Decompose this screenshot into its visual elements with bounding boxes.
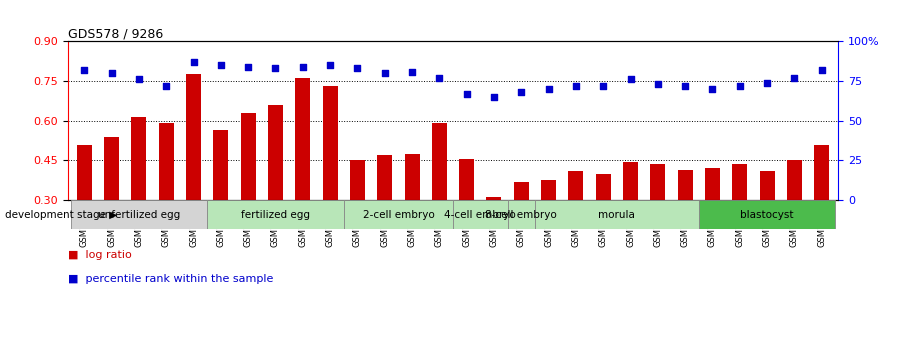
Bar <box>595 174 611 200</box>
Bar <box>507 200 535 229</box>
Bar <box>432 124 447 200</box>
Bar <box>535 200 699 229</box>
Bar <box>541 180 556 200</box>
Bar <box>453 200 507 229</box>
Bar <box>651 164 665 200</box>
Point <box>351 66 365 71</box>
Point <box>378 70 392 76</box>
Bar <box>568 171 583 200</box>
Bar <box>459 159 474 200</box>
Bar <box>732 164 747 200</box>
Point <box>678 83 692 89</box>
Bar <box>404 154 419 200</box>
Point <box>787 75 802 81</box>
Bar <box>350 160 365 200</box>
Point <box>814 67 829 73</box>
Point <box>541 86 555 92</box>
Text: ■  percentile rank within the sample: ■ percentile rank within the sample <box>68 274 274 284</box>
Point <box>268 66 283 71</box>
Point <box>295 64 310 70</box>
Text: 2-cell embryo: 2-cell embryo <box>362 210 434 220</box>
Point <box>241 64 255 70</box>
Bar <box>214 130 228 200</box>
Point <box>514 89 528 95</box>
Bar <box>814 145 829 200</box>
Bar <box>323 86 338 200</box>
Point <box>159 83 174 89</box>
Point <box>623 77 638 82</box>
Point <box>651 81 665 87</box>
Point <box>104 70 119 76</box>
Point <box>131 77 146 82</box>
Bar <box>295 78 311 200</box>
Point <box>323 62 337 68</box>
Bar <box>71 200 207 229</box>
Text: morula: morula <box>599 210 635 220</box>
Point <box>77 67 92 73</box>
Bar <box>159 124 174 200</box>
Bar <box>104 137 120 200</box>
Point <box>405 69 419 74</box>
Point <box>596 83 611 89</box>
Text: ■  log ratio: ■ log ratio <box>68 250 131 260</box>
Bar <box>268 105 283 200</box>
Point <box>459 91 474 97</box>
Bar <box>699 200 835 229</box>
Text: GDS578 / 9286: GDS578 / 9286 <box>68 27 163 40</box>
Point <box>732 83 747 89</box>
Text: blastocyst: blastocyst <box>740 210 794 220</box>
Bar <box>186 75 201 200</box>
Bar <box>77 145 92 200</box>
Text: 4-cell embryo: 4-cell embryo <box>445 210 516 220</box>
Text: development stage ▶: development stage ▶ <box>5 210 117 220</box>
Bar <box>131 117 147 200</box>
Point <box>487 94 501 100</box>
Point <box>760 80 775 86</box>
Point <box>432 75 447 81</box>
Bar <box>487 197 502 200</box>
Bar <box>377 155 392 200</box>
Bar <box>705 168 720 200</box>
Bar <box>759 171 775 200</box>
Bar <box>241 113 255 200</box>
Bar <box>207 200 343 229</box>
Point <box>705 86 719 92</box>
Text: 8-cell embryo: 8-cell embryo <box>486 210 557 220</box>
Point <box>214 62 228 68</box>
Bar <box>623 162 638 200</box>
Bar <box>343 200 453 229</box>
Text: fertilized egg: fertilized egg <box>241 210 310 220</box>
Point <box>569 83 583 89</box>
Bar <box>678 170 692 200</box>
Bar <box>514 181 529 200</box>
Point <box>187 59 201 65</box>
Bar <box>786 160 802 200</box>
Text: unfertilized egg: unfertilized egg <box>98 210 180 220</box>
